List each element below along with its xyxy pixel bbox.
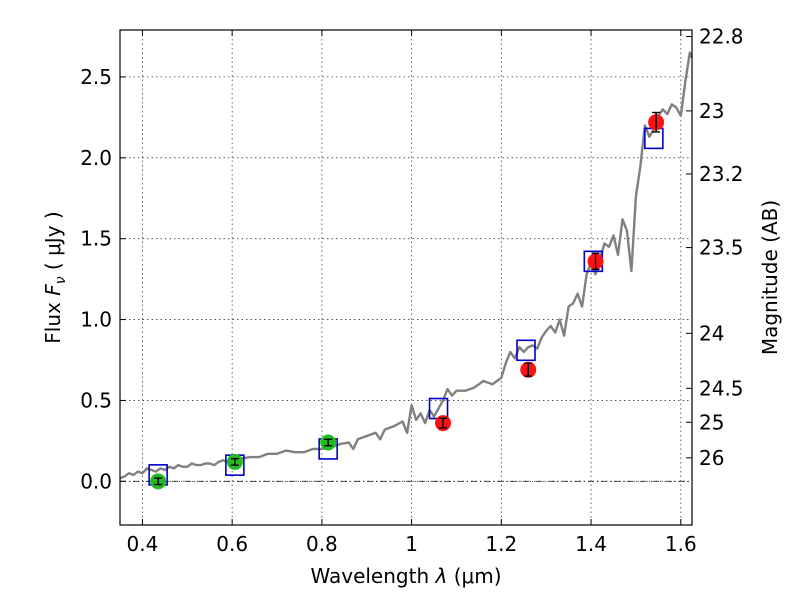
- y-axis-label: Flux Fν ( μJy ): [41, 211, 69, 343]
- y-tick-label: 1.0: [80, 308, 112, 332]
- y-tick-label: 0.5: [80, 388, 112, 412]
- spectrum-line: [119, 51, 694, 480]
- x-axis-label: Wavelength λ (μm): [310, 564, 501, 588]
- right-tick-label: 23.5: [699, 236, 744, 260]
- plot-frame: [119, 29, 693, 526]
- x-tick-label: 1: [405, 532, 418, 556]
- right-tick-label: 22.8: [699, 24, 744, 48]
- grid: [120, 30, 692, 525]
- y-tick-label: 1.5: [80, 227, 112, 251]
- photometry-series: [148, 111, 665, 490]
- x-tick-label: 1.2: [485, 532, 517, 556]
- x-tick-label: 0.8: [306, 532, 338, 556]
- x-tick-label: 0.6: [216, 532, 248, 556]
- model-photometry-square: [516, 339, 536, 362]
- x-tick-label: 0.4: [127, 532, 159, 556]
- right-tick-label: 25: [699, 410, 724, 434]
- right-tick-label: 23: [699, 99, 724, 123]
- right-axis-label: Magnitude (AB): [758, 200, 782, 355]
- right-tick-label: 24: [699, 321, 724, 345]
- right-tick-label: 26: [699, 446, 724, 470]
- y-tick-label: 0.0: [80, 469, 112, 493]
- x-tick-label: 1.6: [665, 532, 697, 556]
- axes: 0.4 0.6 0.8 1 1.2 1.4 1.6 0.0 0.5 1.0 1.5 2.0 2.5 22.…: [80, 24, 743, 556]
- right-tick-label: 24.5: [699, 376, 744, 400]
- right-tick-label: 23.2: [699, 162, 744, 186]
- x-tick-label: 1.4: [575, 532, 607, 556]
- y-tick-label: 2.5: [80, 65, 112, 89]
- spectrum-series: [119, 51, 694, 480]
- y-tick-label: 2.0: [80, 146, 112, 170]
